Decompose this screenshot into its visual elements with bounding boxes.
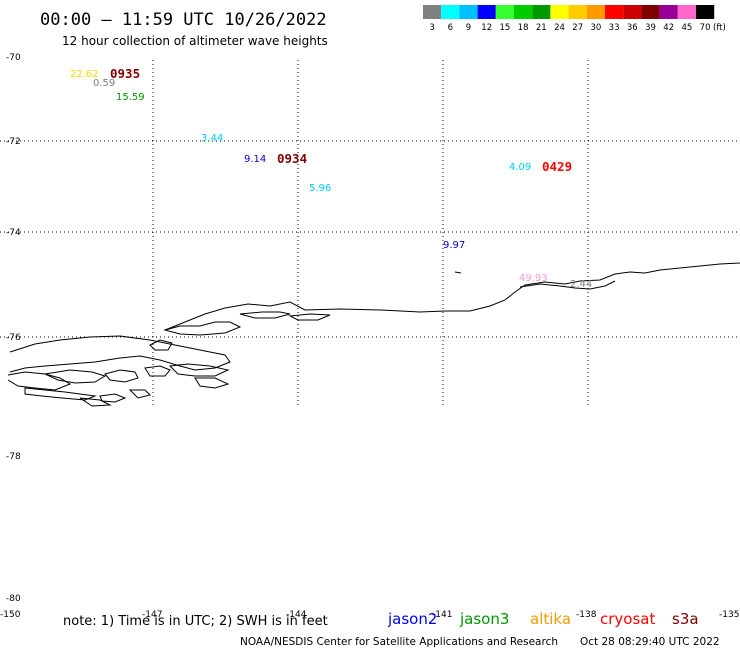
mission-label-jason3: jason3 xyxy=(459,610,509,628)
legend-label: 39 xyxy=(645,23,656,33)
legend-label: 18 xyxy=(518,23,529,33)
mission-legend: jason2 jason3 altika cryosat s3a xyxy=(387,610,699,628)
wave-height-label: 2.44 xyxy=(570,279,592,290)
map-subtitle: 12 hour collection of altimeter wave hei… xyxy=(62,34,328,48)
lon-label: -138 xyxy=(576,610,597,620)
coastline xyxy=(7,262,740,407)
legend-swatch xyxy=(586,5,605,19)
lat-label: -70 xyxy=(6,53,21,63)
lon-label: -141 xyxy=(432,610,452,620)
pass-time-label: 0935 xyxy=(110,66,140,81)
lat-label: -72 xyxy=(6,137,21,147)
legend-swatch xyxy=(514,5,533,19)
legend-label: 6 xyxy=(448,23,453,33)
legend-label: 12 xyxy=(481,23,492,33)
pass-time-label: 0429 xyxy=(542,159,572,174)
small-island xyxy=(454,271,462,274)
legend-swatch xyxy=(605,5,624,19)
lat-label: -78 xyxy=(6,452,21,462)
lon-label: -150 xyxy=(0,610,21,620)
graticule xyxy=(0,60,740,408)
lat-label: -74 xyxy=(6,228,21,238)
units-note: note: 1) Time is in UTC; 2) SWH is in fe… xyxy=(63,614,328,629)
legend-swatch xyxy=(659,5,678,19)
legend-unit-label: (ft) xyxy=(713,23,726,33)
wave-height-label: 49.93 xyxy=(519,273,548,284)
legend-label: 15 xyxy=(499,23,510,33)
longitude-axis: -150 -147 -144 -141 -138 -135 xyxy=(0,610,739,620)
credit-line: NOAA/NESDIS Center for Satellite Applica… xyxy=(240,636,558,648)
legend-swatch xyxy=(677,5,696,19)
legend-label: 27 xyxy=(572,23,583,33)
legend-swatch xyxy=(423,5,442,19)
legend-swatch xyxy=(550,5,569,19)
legend-label: 9 xyxy=(466,23,471,33)
legend-swatch xyxy=(532,5,551,19)
legend-label: 42 xyxy=(663,23,674,33)
wave-height-label: 9.97 xyxy=(443,240,465,251)
legend-label: 24 xyxy=(554,23,565,33)
color-legend: 3 6 9 12 15 18 21 24 27 30 33 36 39 42 45 70 xyxy=(423,5,715,33)
lon-label: -144 xyxy=(286,610,307,620)
mission-label-cryosat: cryosat xyxy=(600,610,655,628)
mission-label-altika: altika xyxy=(530,610,571,628)
wave-height-label: 3.44 xyxy=(201,133,223,144)
pass-time-label: 0934 xyxy=(277,151,307,166)
wave-height-label: 5.96 xyxy=(309,183,331,194)
latitude-axis: -70 -72 -74 -76 -78 -80 xyxy=(6,53,21,604)
wave-height-label: 9.14 xyxy=(244,154,266,165)
lon-label: -147 xyxy=(142,610,162,620)
observations: 22.62 0935 0.59 15.59 3.44 9.14 0934 5.9… xyxy=(70,66,592,290)
generated-timestamp: Oct 28 08:29:40 UTC 2022 xyxy=(580,636,720,648)
legend-label: 45 xyxy=(681,23,692,33)
map-title: 00:00 – 11:59 UTC 10/26/2022 xyxy=(40,10,327,30)
wave-height-label: 4.09 xyxy=(509,162,531,173)
wave-height-label: 0.59 xyxy=(93,78,115,89)
wave-height-label: 15.59 xyxy=(116,92,145,103)
legend-swatch xyxy=(641,5,660,19)
legend-swatch xyxy=(623,5,642,19)
lon-label: -135 xyxy=(719,610,739,620)
wave-height-label: 22.62 xyxy=(70,69,99,80)
legend-label: 36 xyxy=(627,23,638,33)
legend-label: 3 xyxy=(429,23,434,33)
lat-label: -76 xyxy=(6,333,21,343)
lat-label: -80 xyxy=(6,594,21,604)
legend-swatch xyxy=(495,5,514,19)
legend-label: 70 xyxy=(700,23,711,33)
legend-swatch xyxy=(568,5,587,19)
legend-swatch xyxy=(696,5,715,19)
legend-label: 33 xyxy=(609,23,620,33)
legend-swatch xyxy=(459,5,478,19)
mission-label-s3a: s3a xyxy=(672,610,699,628)
legend-label: 30 xyxy=(590,23,601,33)
legend-label: 21 xyxy=(536,23,547,33)
legend-swatch xyxy=(441,5,460,19)
legend-swatch xyxy=(477,5,496,19)
mission-label-jason2: jason2 xyxy=(387,610,437,628)
